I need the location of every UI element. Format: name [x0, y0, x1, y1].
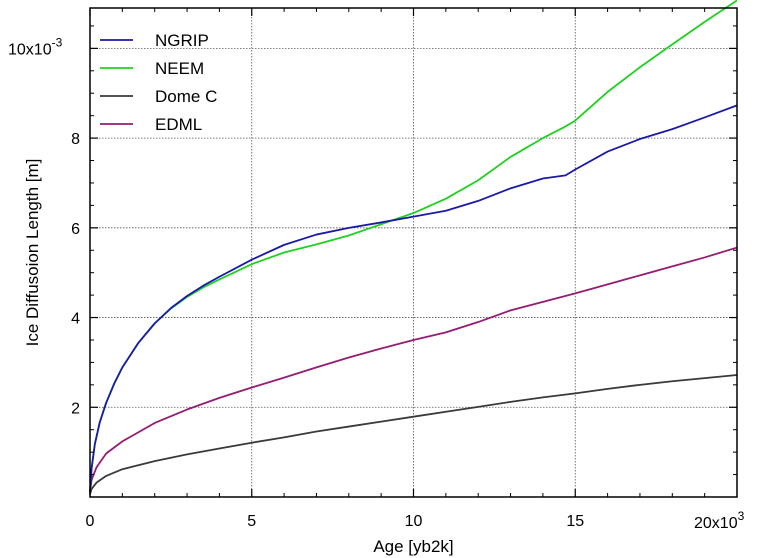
x-tick-label: 5: [247, 513, 256, 530]
series-line-edml: [89, 246, 738, 492]
y-axis-label: Ice Diffusoion Length [m]: [23, 159, 42, 347]
y-axis-multiplier: 10x10-3: [8, 35, 63, 58]
x-tick-label: 10: [405, 513, 423, 530]
grid: [90, 8, 737, 497]
x-multiplier-base: 20x10: [694, 515, 738, 532]
y-tick-label: 2: [71, 400, 80, 417]
y-multiplier-base: 10x10: [8, 41, 52, 58]
x-tick-label: 0: [86, 513, 95, 530]
x-axis-multiplier: 20x103: [694, 509, 745, 532]
legend: NGRIP NEEM Dome C EDML: [100, 31, 217, 134]
x-tick-label: 15: [566, 513, 584, 530]
x-multiplier-exponent: 3: [738, 509, 745, 523]
legend-label: Dome C: [155, 87, 217, 106]
legend-label: NGRIP: [155, 31, 209, 50]
tick-labels: 0 5 10 15 2 4 6 8: [71, 131, 584, 530]
legend-label: EDML: [155, 115, 202, 134]
y-tick-label: 6: [71, 221, 80, 238]
y-tick-label: 4: [71, 311, 80, 328]
series-layer: [89, 0, 738, 495]
legend-label: NEEM: [155, 59, 204, 78]
series-line-dome-c: [89, 374, 738, 495]
series-line-ngrip: [89, 104, 738, 493]
y-tick-label: 8: [71, 131, 80, 148]
x-axis-label: Age [yb2k]: [373, 537, 453, 556]
ticks: [89, 8, 737, 497]
y-multiplier-exponent: -3: [52, 35, 63, 49]
